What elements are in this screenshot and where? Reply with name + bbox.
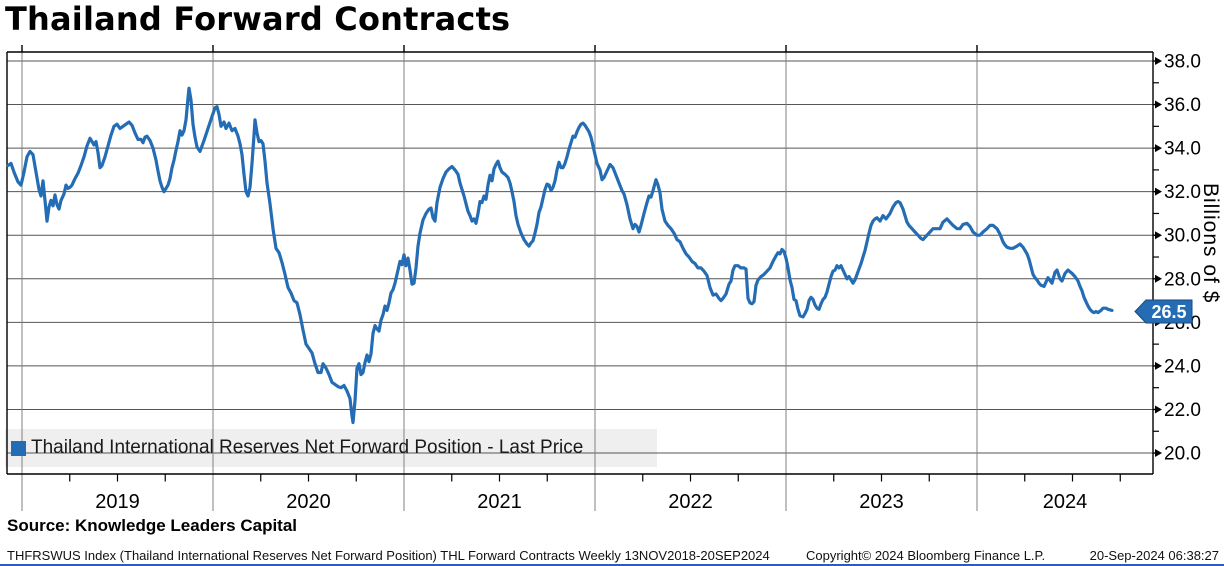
footer-copyright: Copyright© 2024 Bloomberg Finance L.P. xyxy=(806,548,1046,563)
last-price-tag: 26.5 xyxy=(1151,302,1186,322)
source-line: Source: Knowledge Leaders Capital xyxy=(7,516,298,535)
legend-swatch-icon xyxy=(11,441,26,456)
svg-text:2024: 2024 xyxy=(1043,491,1088,513)
svg-text:2019: 2019 xyxy=(95,491,140,513)
page-title: Thailand Forward Contracts xyxy=(5,0,511,38)
svg-text:22.0: 22.0 xyxy=(1164,400,1201,421)
svg-text:2021: 2021 xyxy=(477,491,522,513)
svg-text:24.0: 24.0 xyxy=(1164,356,1201,377)
svg-text:38.0: 38.0 xyxy=(1164,52,1201,73)
footer-ticker-info: THFRSWUS Index (Thailand International R… xyxy=(7,548,770,563)
svg-text:20.0: 20.0 xyxy=(1164,444,1201,465)
bottom-accent-bar xyxy=(0,564,1224,566)
svg-text:34.0: 34.0 xyxy=(1164,139,1201,160)
svg-text:28.0: 28.0 xyxy=(1164,269,1201,290)
svg-text:30.0: 30.0 xyxy=(1164,226,1201,247)
svg-text:2022: 2022 xyxy=(668,491,713,513)
y-axis-title: Billions of $ xyxy=(1199,183,1222,304)
svg-text:2023: 2023 xyxy=(859,491,904,513)
footer-timestamp: 20-Sep-2024 06:38:27 xyxy=(1089,548,1219,563)
svg-text:2020: 2020 xyxy=(286,491,331,513)
legend-label[interactable]: Thailand International Reserves Net Forw… xyxy=(31,437,584,458)
svg-text:36.0: 36.0 xyxy=(1164,95,1201,116)
svg-text:32.0: 32.0 xyxy=(1164,182,1201,203)
